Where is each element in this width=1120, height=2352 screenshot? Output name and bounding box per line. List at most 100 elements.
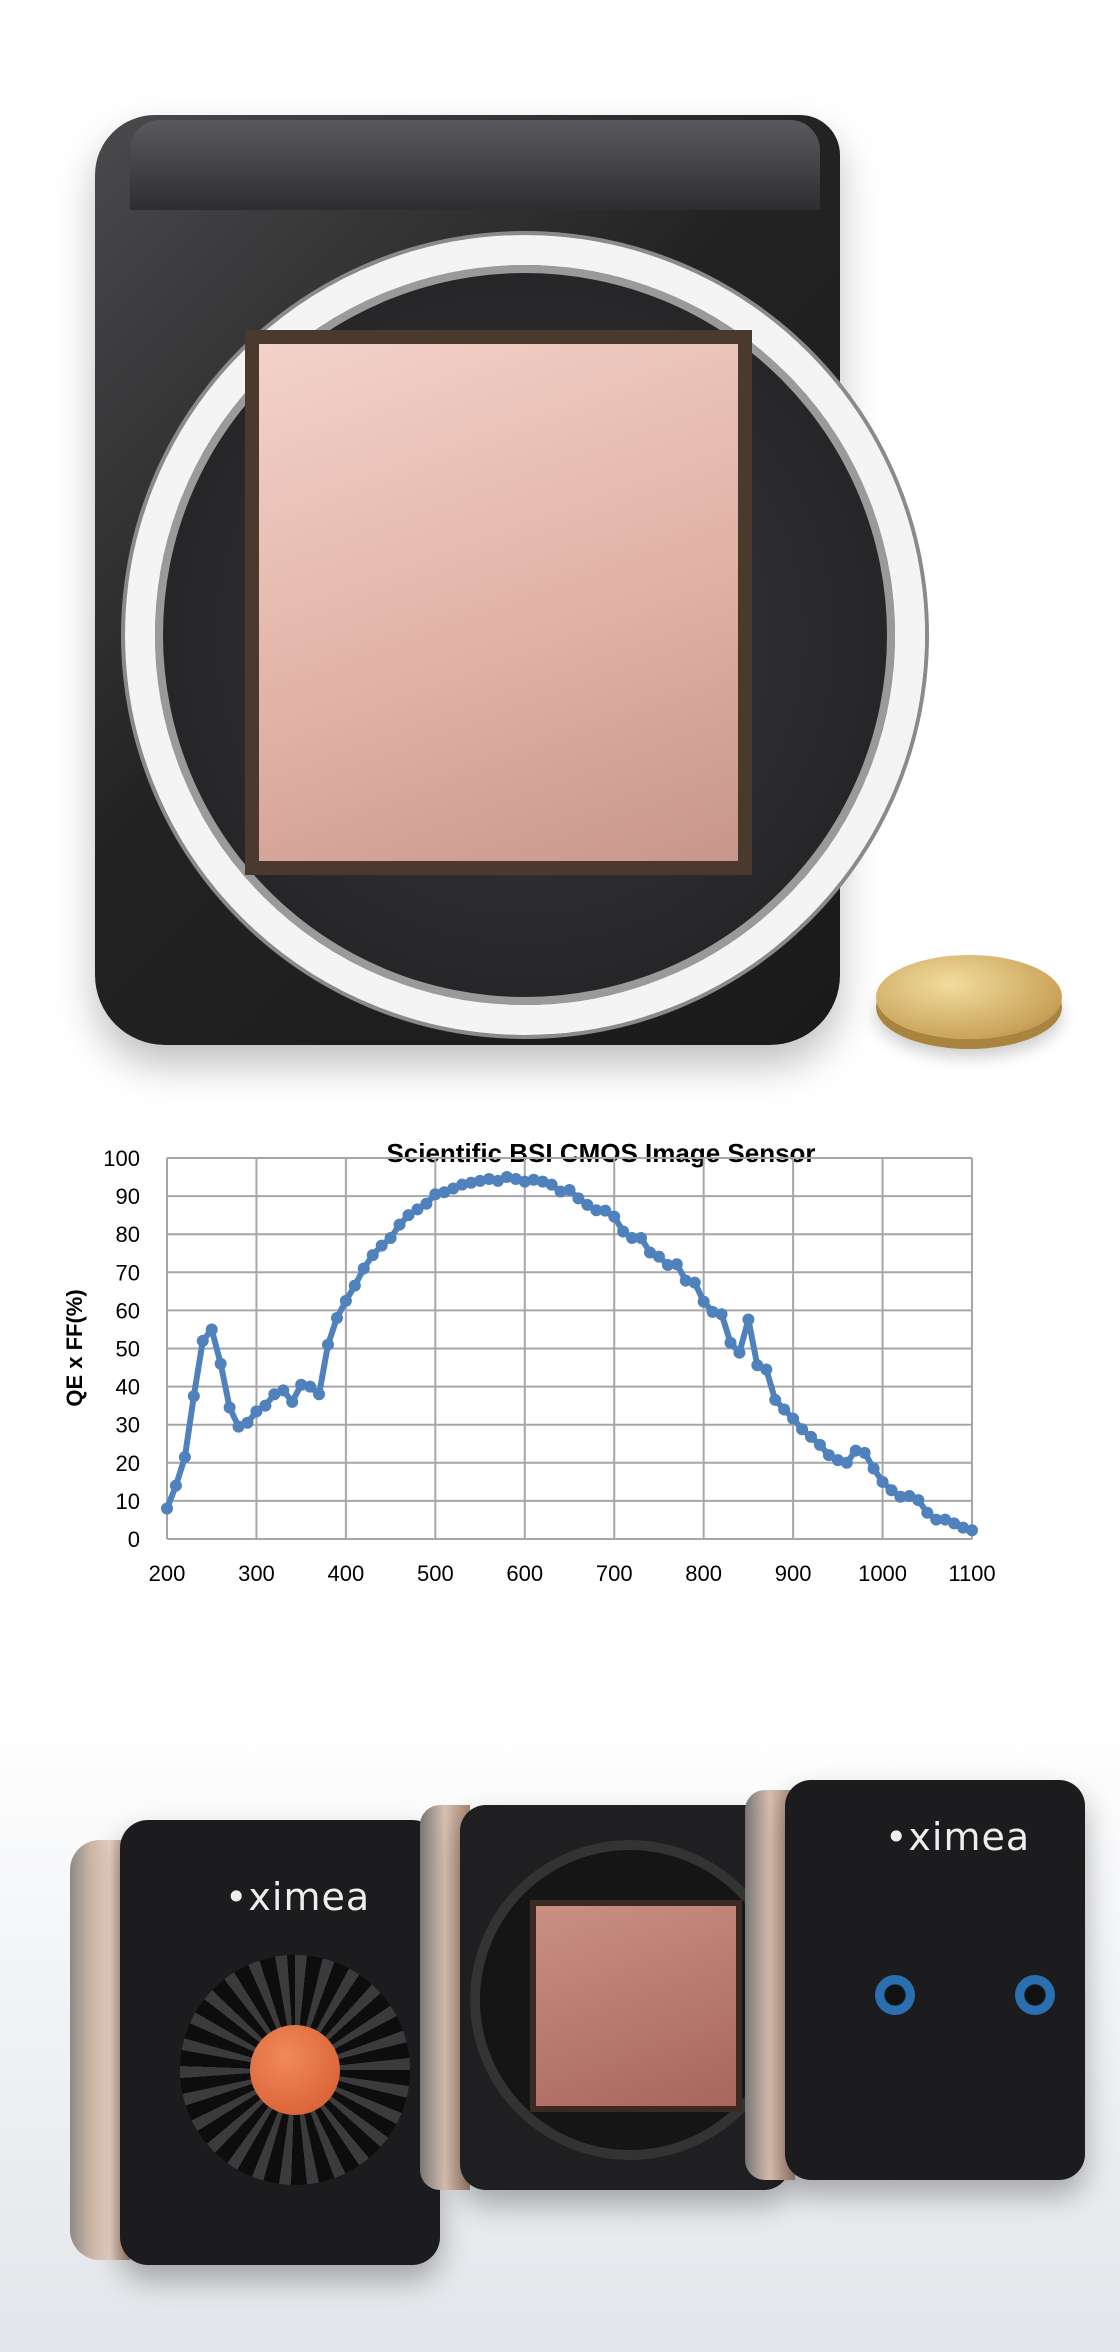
data-point <box>554 1185 567 1198</box>
data-point <box>545 1178 558 1191</box>
x-tick-label: 1100 <box>948 1561 995 1586</box>
data-point <box>429 1188 442 1201</box>
x-tick-label: 1000 <box>858 1561 907 1586</box>
data-point <box>661 1259 674 1272</box>
data-point <box>679 1274 692 1287</box>
x-tick-label: 200 <box>149 1561 186 1586</box>
y-axis-label: QE x FF(%) <box>62 1289 87 1406</box>
data-point <box>393 1218 406 1231</box>
data-point <box>518 1175 531 1188</box>
data-point <box>304 1380 317 1393</box>
y-tick-label: 60 <box>116 1298 140 1323</box>
camera-photo-top <box>0 0 1120 1110</box>
y-tick-label: 90 <box>116 1184 140 1209</box>
data-point <box>330 1312 343 1325</box>
x-tick-label: 500 <box>417 1561 454 1586</box>
data-point <box>840 1456 853 1469</box>
data-point <box>697 1295 710 1308</box>
x-tick-labels: 200 300 400 500 600 700 800 900 1000 1100 <box>149 1561 996 1586</box>
data-point <box>760 1363 773 1376</box>
data-point <box>313 1388 326 1401</box>
data-point <box>366 1249 379 1262</box>
data-point <box>787 1412 800 1425</box>
data-point <box>402 1209 415 1222</box>
data-point <box>876 1475 889 1488</box>
data-point <box>805 1430 817 1443</box>
x-tick-label: 300 <box>238 1561 275 1586</box>
data-point <box>769 1393 782 1406</box>
data-point <box>420 1197 433 1210</box>
x-tick-label: 600 <box>506 1561 543 1586</box>
y-tick-label: 30 <box>116 1413 140 1438</box>
data-point <box>858 1446 871 1459</box>
image-sensor <box>245 330 752 875</box>
data-point <box>742 1313 755 1326</box>
data-point <box>196 1334 209 1347</box>
ximea-logo: •ximea <box>225 1875 371 1919</box>
data-point <box>500 1171 513 1184</box>
data-point <box>617 1225 630 1238</box>
data-point <box>178 1451 191 1464</box>
data-point <box>250 1405 263 1418</box>
data-point <box>572 1192 585 1205</box>
data-point <box>465 1176 478 1189</box>
data-point <box>241 1416 254 1429</box>
data-point <box>966 1524 978 1537</box>
data-point <box>277 1384 290 1397</box>
data-point <box>214 1357 227 1370</box>
image-sensor <box>530 1900 742 2112</box>
data-point <box>652 1250 665 1263</box>
data-point <box>563 1184 576 1197</box>
camera-right: •ximea <box>745 1780 1085 2180</box>
data-point <box>733 1346 746 1359</box>
data-point <box>778 1403 791 1416</box>
data-point <box>348 1279 361 1292</box>
data-point <box>912 1494 925 1507</box>
data-point <box>670 1258 683 1271</box>
data-point <box>161 1502 173 1515</box>
data-point <box>581 1198 594 1211</box>
data-point <box>921 1506 934 1519</box>
data-point <box>384 1232 397 1245</box>
data-point <box>885 1484 898 1497</box>
water-connector-left <box>875 1975 915 2015</box>
y-tick-label: 40 <box>116 1375 140 1400</box>
camera-left: •ximea <box>70 1820 440 2265</box>
y-tick-labels: 0 10 20 30 40 50 60 70 80 90 100 <box>103 1146 140 1552</box>
qe-chart: Scientific BSI CMOS Image Sensor QE x FF… <box>62 1138 996 1586</box>
y-tick-label: 100 <box>103 1146 140 1171</box>
data-point <box>357 1262 370 1275</box>
chart-title: Scientific BSI CMOS Image Sensor <box>386 1138 815 1168</box>
data-point <box>796 1423 809 1436</box>
data-point <box>527 1173 540 1186</box>
data-point <box>483 1172 495 1185</box>
data-point <box>169 1479 182 1492</box>
series-markers <box>161 1171 978 1537</box>
x-tick-label: 900 <box>775 1561 812 1586</box>
data-point <box>626 1232 639 1245</box>
data-point <box>867 1462 880 1475</box>
x-tick-label: 700 <box>596 1561 633 1586</box>
data-point <box>599 1204 612 1217</box>
data-point <box>375 1239 388 1252</box>
camera-middle <box>420 1805 790 2190</box>
y-tick-label: 10 <box>116 1489 140 1514</box>
y-tick-label: 70 <box>116 1260 140 1285</box>
data-point <box>822 1449 835 1462</box>
data-point <box>286 1395 299 1408</box>
x-tick-label: 800 <box>685 1561 722 1586</box>
data-point <box>715 1308 728 1321</box>
data-point <box>322 1338 334 1351</box>
data-point <box>930 1513 943 1526</box>
data-point <box>295 1378 308 1391</box>
x-tick-label: 400 <box>328 1561 365 1586</box>
water-connector-right <box>1015 1975 1055 2015</box>
data-point <box>724 1336 737 1349</box>
data-point <box>411 1203 424 1216</box>
y-tick-label: 20 <box>116 1451 140 1476</box>
data-point <box>644 1246 656 1259</box>
data-point <box>751 1359 764 1372</box>
fan-hub <box>250 2025 340 2115</box>
data-point <box>339 1294 352 1307</box>
data-point <box>813 1438 826 1451</box>
